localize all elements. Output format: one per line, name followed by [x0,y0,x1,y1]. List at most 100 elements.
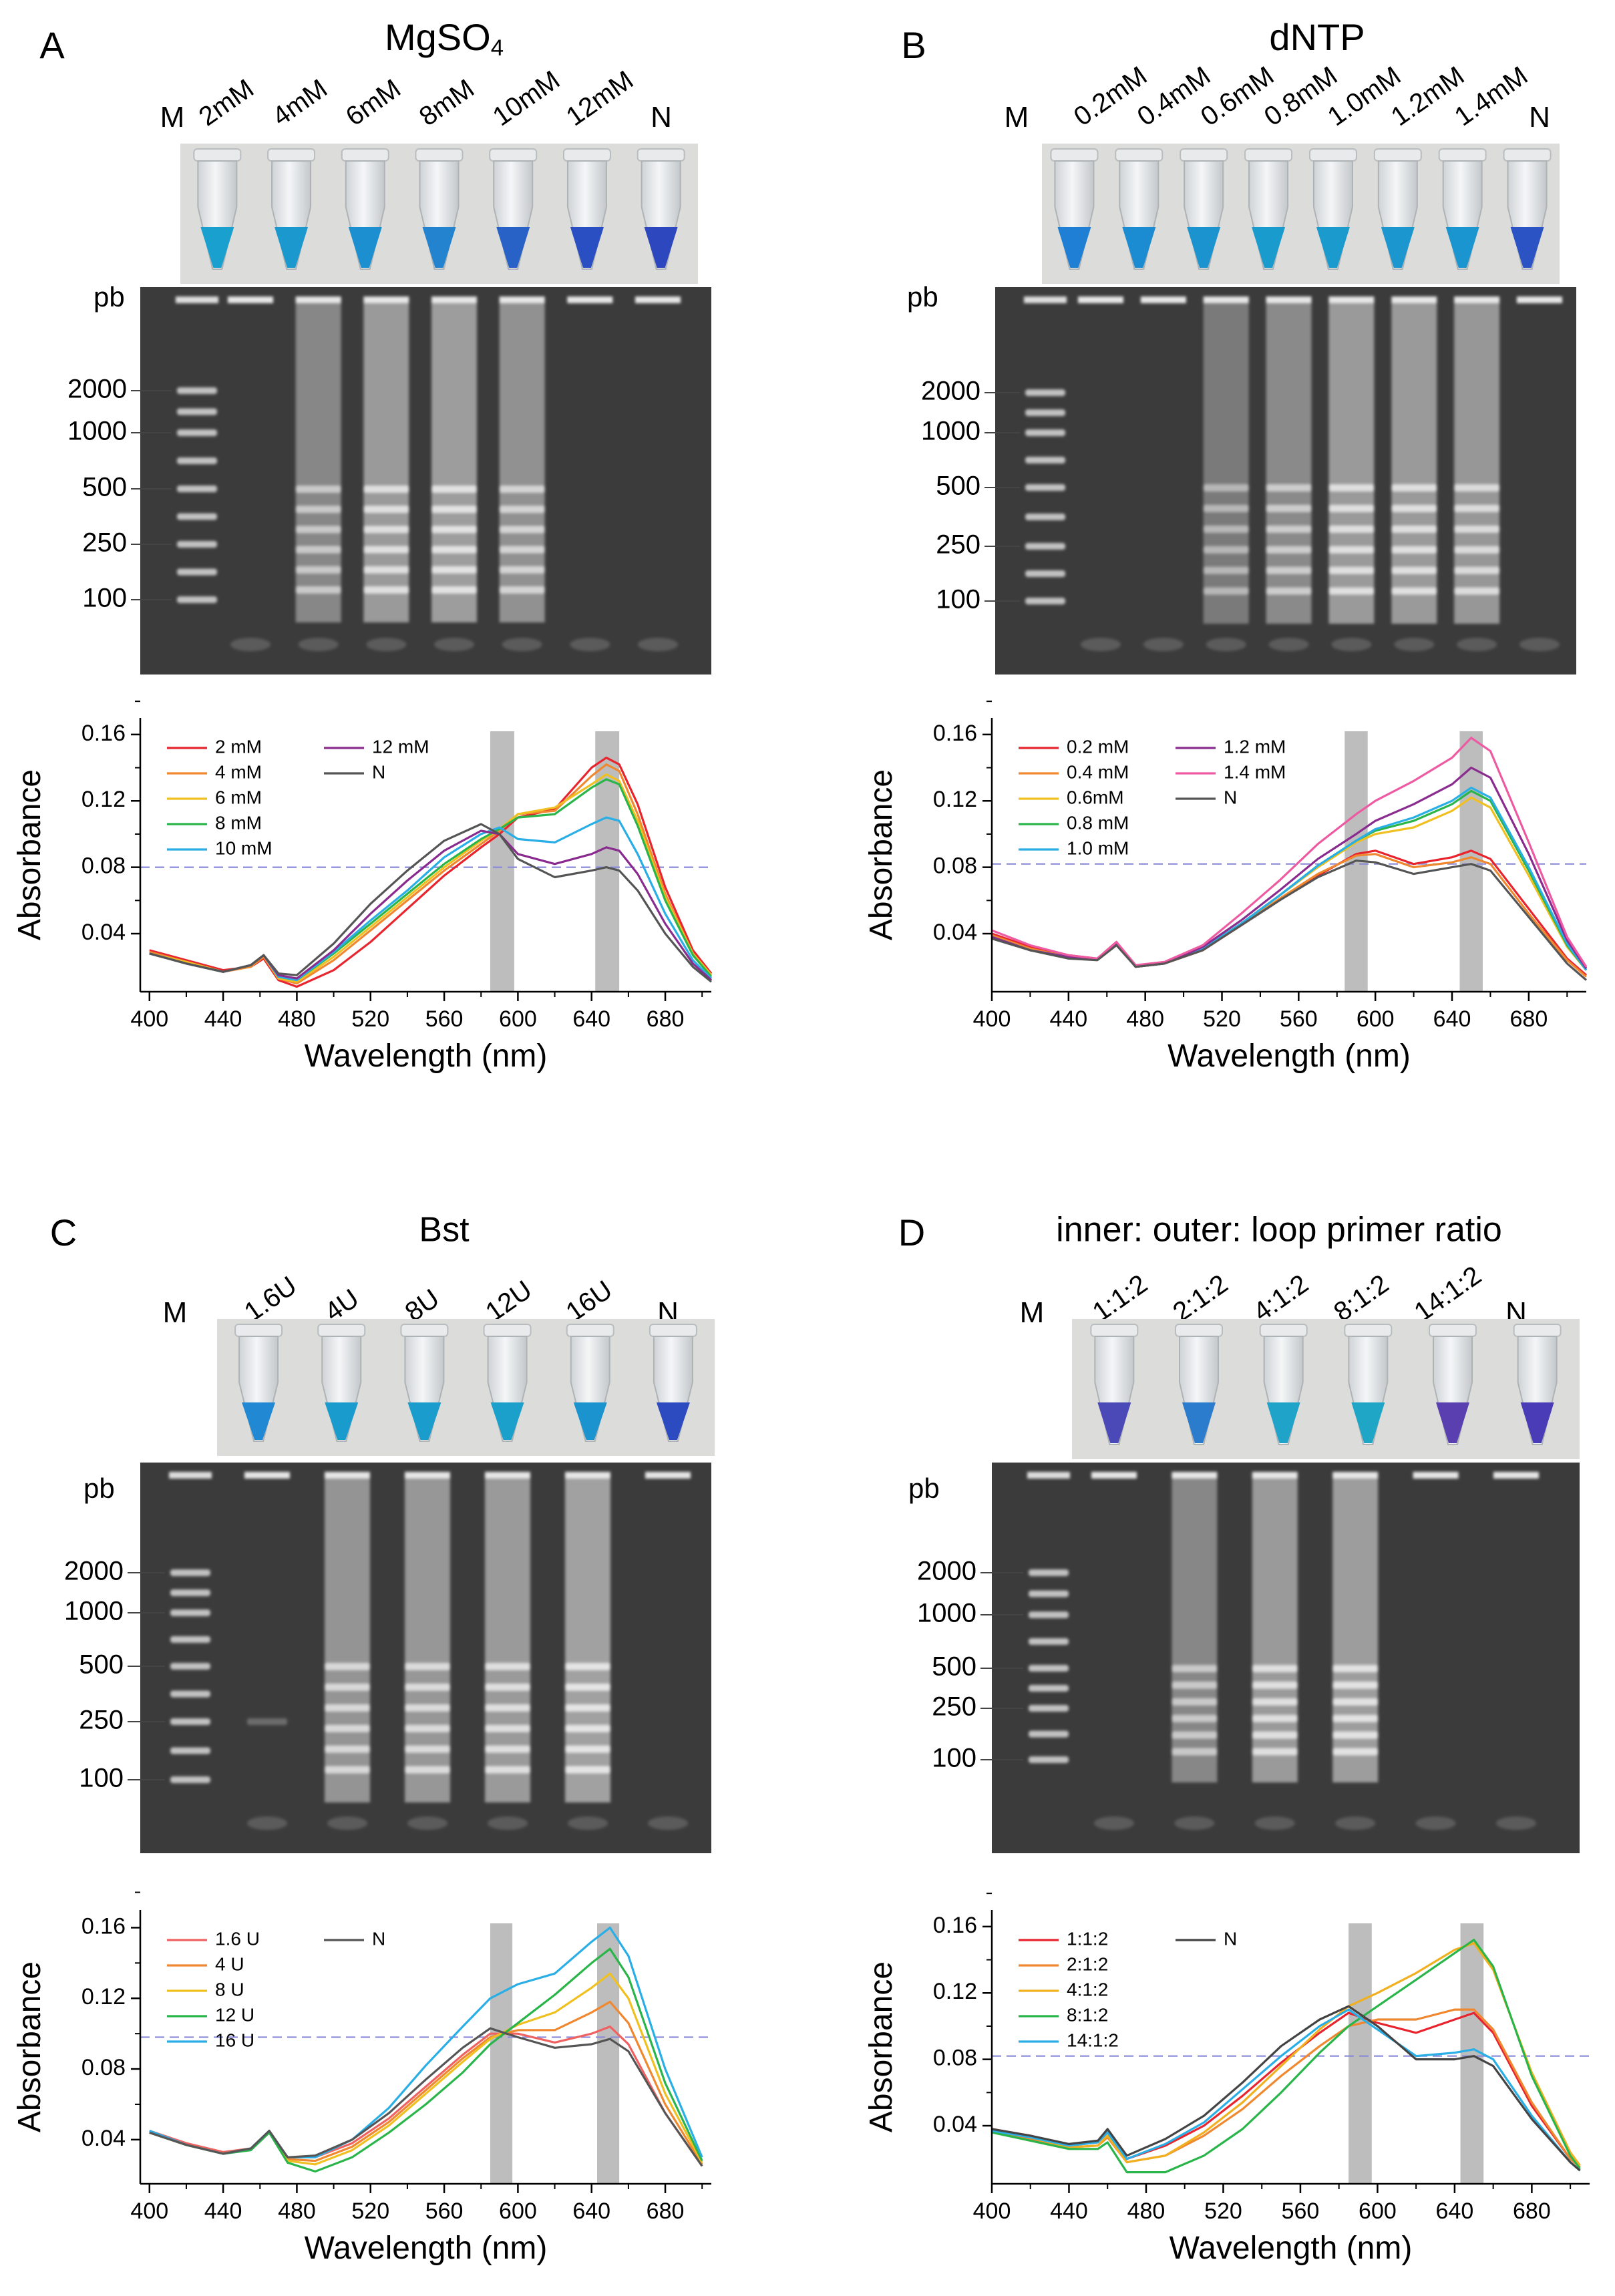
tube-solution [1510,227,1544,268]
lane-label: 0.8mM [1259,61,1342,132]
y-tick-label: 0.04 [933,2112,977,2137]
ladder-size-label: 250 [82,528,127,558]
gel-size-unit: pb [83,1473,115,1504]
gel-lane [295,297,341,651]
tube-cap [234,1324,283,1337]
well [485,1472,530,1479]
primer-dimer-band [488,1816,528,1830]
gel-band [431,586,477,594]
x-tick-label: 480 [278,2198,316,2224]
lane-label: 10mM [488,65,565,132]
gel-lane [1454,297,1500,651]
tube-solution [242,1402,276,1440]
x-tick-label: 520 [351,2198,389,2224]
x-tick-label: 640 [1433,1006,1471,1032]
highlight-band [597,1923,620,2184]
panel-header: MgSO4 [385,16,504,61]
tube-solution [656,1402,690,1440]
ladder-band [1025,429,1065,436]
x-tick-label: 600 [499,2198,537,2224]
well [1203,297,1249,303]
y-tick-label: 0.16 [933,1913,977,1938]
gel-band [485,1683,530,1691]
lane-label: 2mM [194,73,259,132]
legend-label: N [1224,1928,1237,1949]
gel-smear [499,303,545,622]
tube-cap [1175,1324,1223,1337]
lane-label: 4:1:2 [1248,1269,1314,1327]
lane-label: 4mM [267,73,333,132]
lane-marker-label: M [1020,1296,1045,1329]
well [567,297,613,303]
x-tick-label: 400 [130,2198,168,2224]
gel-band [431,486,477,493]
tube-cap [1503,148,1552,162]
ladder-band [1025,409,1065,416]
tube-cap [1438,148,1487,162]
tube-cap [1050,148,1099,162]
gel-lane [228,297,273,651]
gel-band [1391,587,1437,595]
legend-label: 0.4 mM [1067,761,1129,782]
chart-legend: 0.2 mM 0.4 mM 0.6mM 0.8 mM 1.0 mM 1.2 mM 1.4 m… [1019,736,1286,858]
legend-label: 2:1:2 [1067,1953,1108,1974]
gel-band [363,486,409,493]
well [1266,297,1312,303]
gel-lane [1252,1472,1298,1830]
pcr-tube [483,1324,532,1442]
pcr-tube [1503,148,1552,270]
gel-band [1266,587,1312,595]
well [176,297,218,303]
gel-smear [485,1479,530,1802]
lane-label: 1.0mM [1322,61,1406,132]
chart-legend: 1:1:2 2:1:2 4:1:2 8:1:2 14:1:2 N [1019,1928,1237,2050]
tube-solution [325,1402,359,1440]
lane-marker-label: M [163,1296,188,1329]
gel-band [431,566,477,574]
legend-label: 0.2 mM [1067,736,1129,757]
pcr-tube [562,148,611,270]
gel-band [1203,587,1249,595]
absorbance-chart: 400 440 480 520 560 600 640 680 0.04 0.08 0.12 0.16… [12,1891,711,2266]
pcr-tube [400,1324,449,1442]
panel-header: dNTP [1269,16,1365,58]
ladder-band [177,457,217,464]
gel-band [405,1683,450,1691]
tube-solution [1182,1402,1216,1443]
ladder-size-label: 500 [932,1652,976,1682]
primer-dimer-band [1094,1816,1134,1830]
legend-label: 1:1:2 [1067,1928,1108,1949]
y-axis-label: Absorbance [864,1961,899,2132]
primer-dimer-band [1415,1816,1456,1830]
tube-cap [483,1324,532,1337]
gel-smear [1391,303,1437,624]
y-tick-label: 0.04 [81,2126,126,2151]
gel-smear [1328,303,1375,624]
gel-band [499,586,545,594]
x-tick-label: 560 [1282,2198,1320,2224]
pcr-tube [1429,1324,1477,1445]
legend-label: 4 U [215,1953,244,1974]
pcr-tube [649,1324,697,1442]
ladder-size-label: 250 [932,1692,976,1722]
ladder-band [170,1663,210,1670]
well [1332,1472,1379,1479]
gel-band [1203,566,1249,574]
absorbance-chart: 400 440 480 520 560 600 640 680 0.04 0.08 0.12 0.16… [12,701,713,1074]
gel-lane [1517,297,1562,651]
tube-cap [1244,148,1293,162]
gel-band [1203,525,1249,533]
ladder-size-label: 1000 [921,417,980,446]
gel-lane [1328,297,1375,651]
gel-lane [1391,297,1437,651]
gel-band [1266,546,1312,554]
series-line [149,1947,703,2173]
legend-label: N [372,1928,385,1949]
well [405,1472,450,1479]
tube-cap [1308,148,1357,162]
ladder-size-label: 500 [79,1650,124,1680]
tube-solution [422,227,456,268]
primer-dimer-band [638,638,678,651]
well [325,1472,370,1479]
tube-solution [1057,227,1091,268]
